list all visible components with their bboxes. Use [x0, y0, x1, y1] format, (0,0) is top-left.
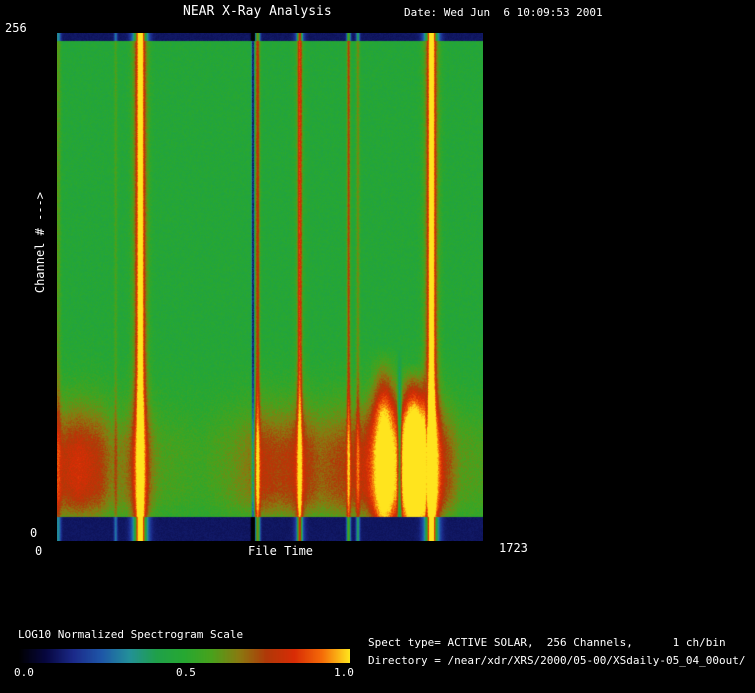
x-axis-label: File Time [248, 544, 314, 558]
y-axis-max-tick: 256 [5, 21, 27, 35]
spect-type-line: Spect type= ACTIVE SOLAR, 256 Channels, … [368, 636, 726, 649]
colorbar-tick-mid: 0.5 [176, 666, 196, 679]
directory-line: Directory = /near/xdr/XRS/2000/05-00/XSd… [368, 654, 746, 667]
colorbar-tick-min: 0.0 [14, 666, 34, 679]
colorbar-tick-max: 1.0 [334, 666, 354, 679]
colorbar-canvas [18, 649, 350, 663]
x-axis-max-tick: 1723 [499, 541, 528, 555]
spectrogram-canvas [57, 33, 483, 541]
colorbar-title: LOG10 Normalized Spectrogram Scale [18, 628, 244, 641]
y-axis-min-tick: 0 [30, 526, 38, 540]
y-axis-label: Channel # ---> [33, 192, 47, 294]
x-axis-min-tick: 0 [35, 544, 43, 558]
date-label: Date: Wed Jun 6 10:09:53 2001 [404, 6, 603, 19]
page-title: NEAR X-Ray Analysis [183, 4, 332, 19]
